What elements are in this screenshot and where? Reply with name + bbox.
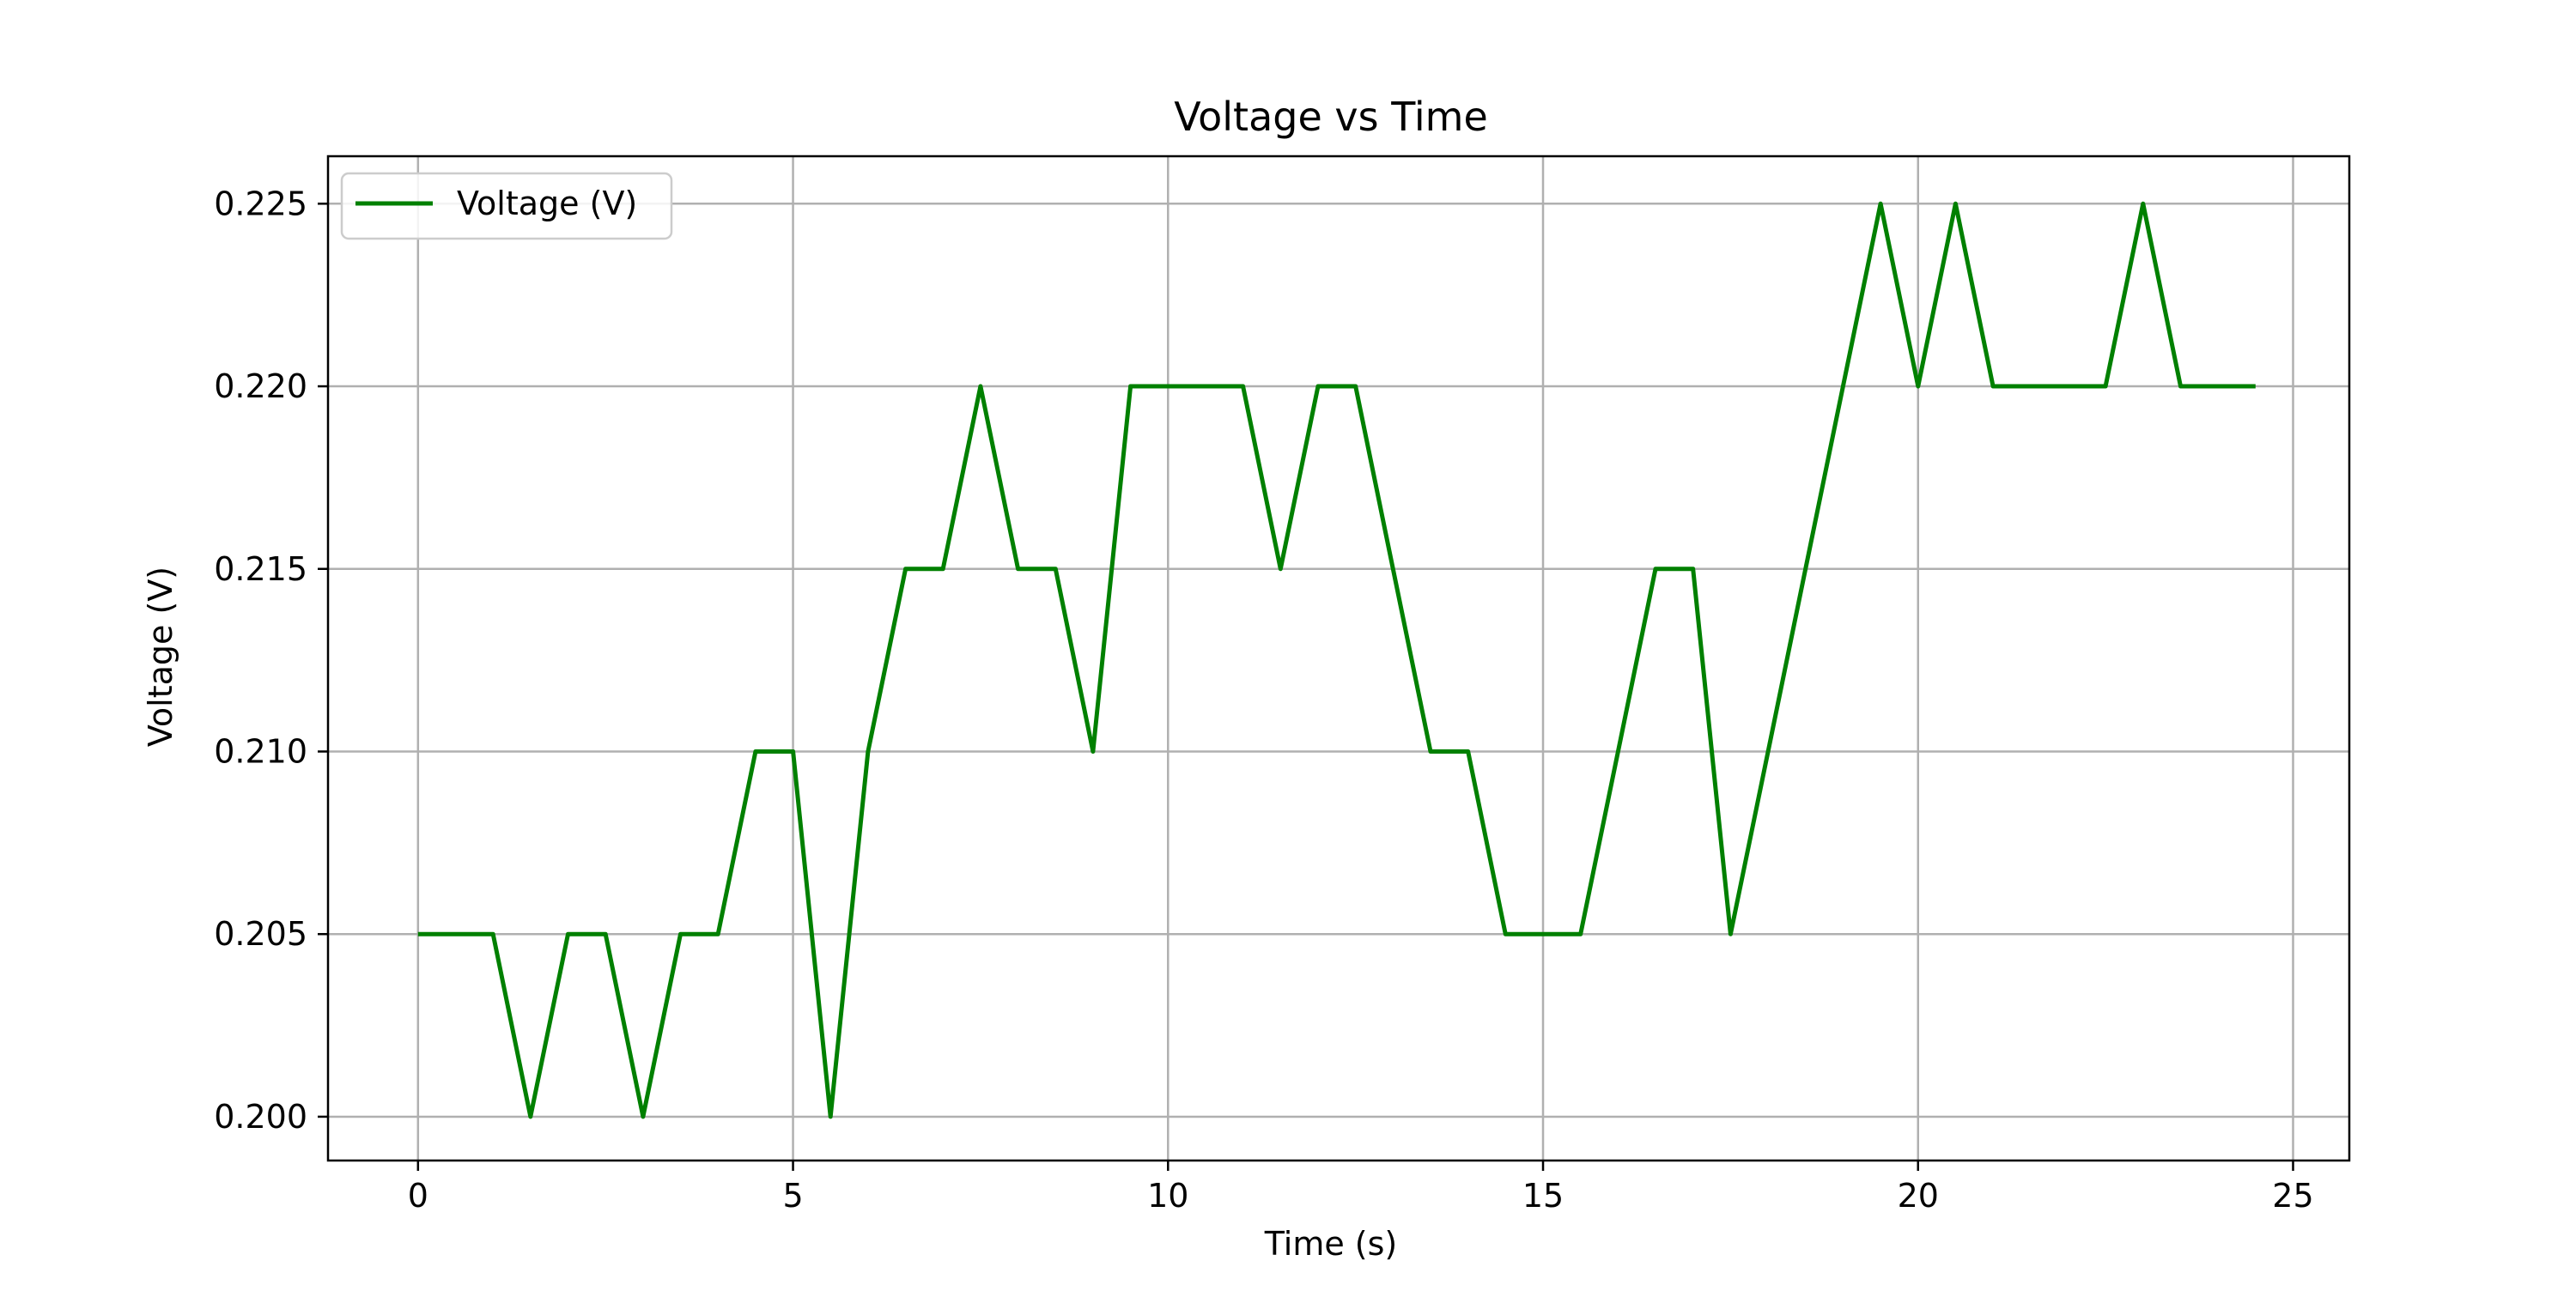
plot-frame: [326, 155, 2351, 1162]
y-tick-label: 0.200: [214, 1098, 307, 1136]
legend-box: [340, 172, 673, 240]
ticks: 0 5 10 15 20 25 0.200 0.205 0.210 0.215 0.220 0.225: [214, 185, 2313, 1215]
voltage-series-line: [417, 201, 2256, 1119]
series-layer: [417, 201, 2256, 1119]
y-tick-label: 0.220: [214, 367, 307, 405]
x-tick-label: 20: [1898, 1177, 1939, 1215]
y-tick-label: 0.205: [214, 915, 307, 953]
x-tick-label: 15: [1522, 1177, 1564, 1215]
y-tick-label: 0.215: [214, 550, 307, 588]
legend: Voltage (V): [340, 172, 673, 240]
legend-label: Voltage (V): [457, 185, 637, 222]
x-tick-label: 5: [782, 1177, 803, 1215]
y-tick-label: 0.210: [214, 732, 307, 770]
x-tick-label: 25: [2272, 1177, 2313, 1215]
y-axis-label: Voltage (V): [142, 567, 179, 747]
chart-title: Voltage vs Time: [1174, 94, 1488, 140]
x-tick-label: 10: [1147, 1177, 1188, 1215]
x-tick-label: 0: [408, 1177, 428, 1215]
x-axis-label: Time (s): [1264, 1225, 1398, 1263]
y-tick-label: 0.225: [214, 185, 307, 222]
